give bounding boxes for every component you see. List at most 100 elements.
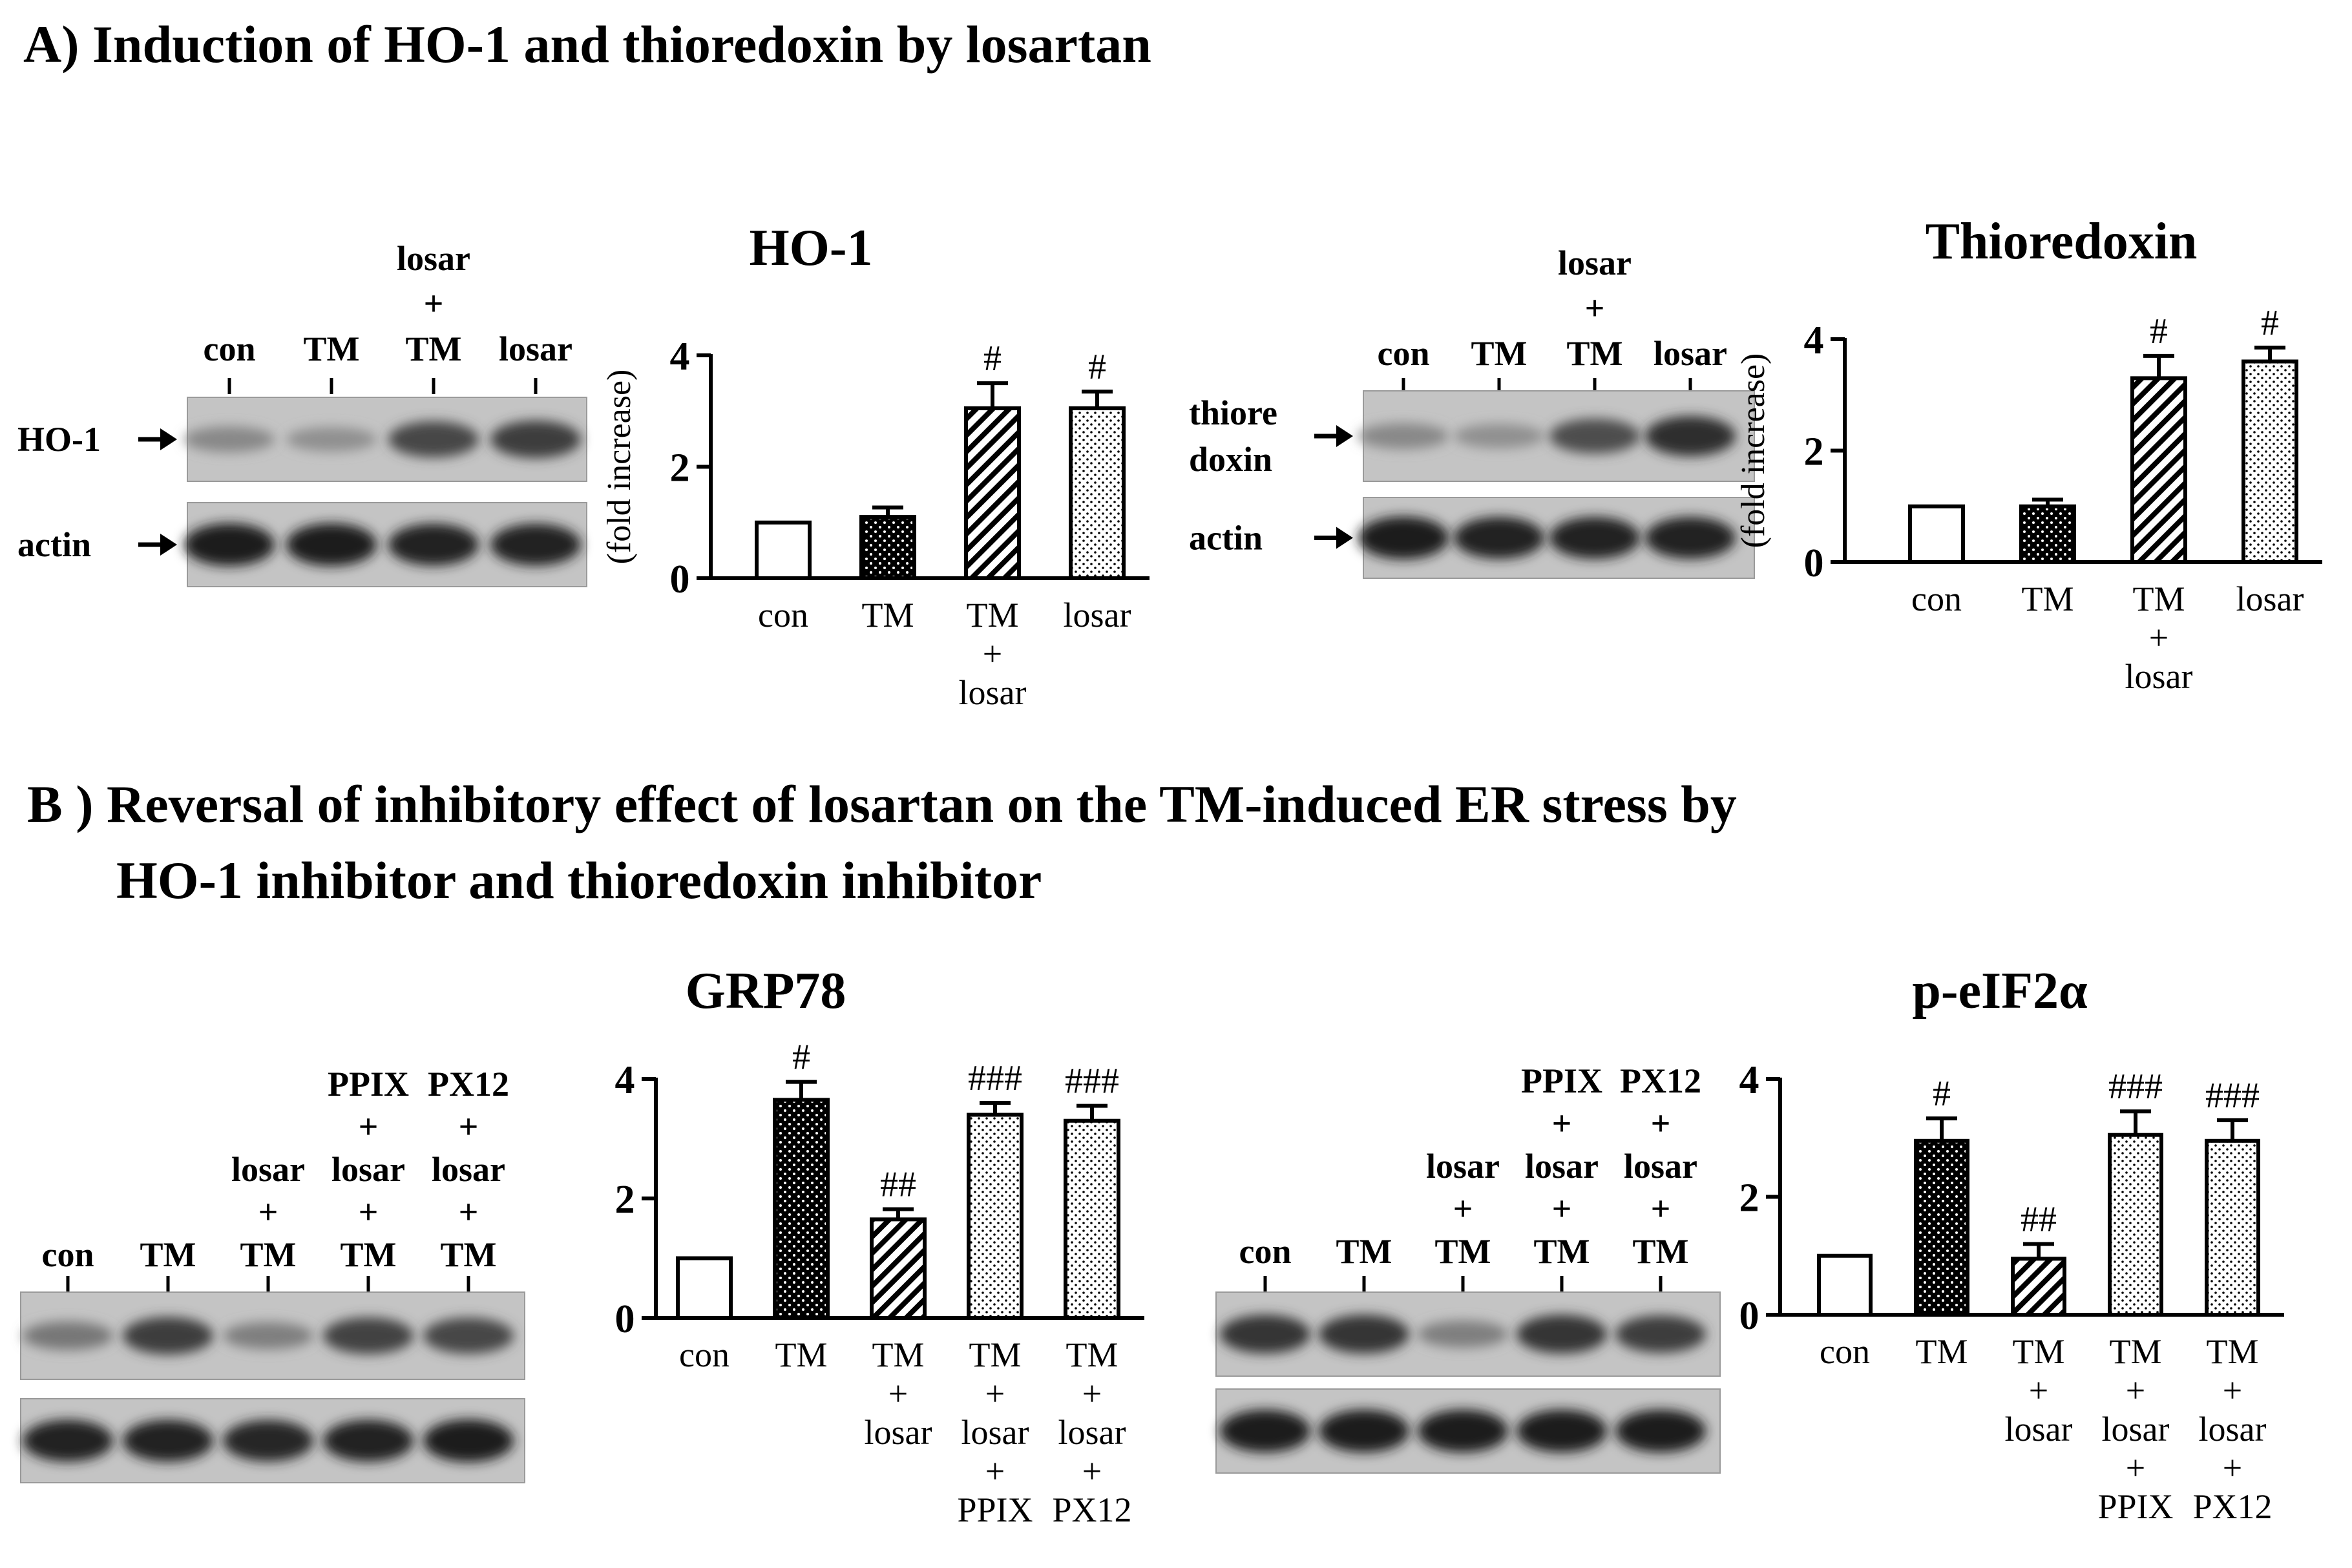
thioredoxin-band (1645, 517, 1736, 559)
grp78-x-tick-label: TM (969, 1335, 1022, 1374)
ho1-lane-label: + (424, 284, 444, 323)
grp78-band (23, 1419, 113, 1462)
thioredoxin-significance-mark: # (2150, 311, 2168, 351)
thioredoxin-lane-label: losar (1654, 334, 1727, 373)
peif2a-x-tick-label: TM (2013, 1332, 2065, 1371)
grp78-lane-label: losar (331, 1150, 405, 1189)
thioredoxin-bar (1908, 504, 1965, 564)
grp78-lane-label: PPIX (328, 1065, 409, 1103)
thioredoxin-x-tick-label: losar (2125, 657, 2193, 696)
peif2a-x-tick-label: PX12 (2192, 1487, 2272, 1526)
thioredoxin-band (1645, 416, 1736, 456)
grp78-lane-label: + (459, 1107, 479, 1146)
thioredoxin-band (1549, 419, 1640, 454)
ho1-western-blot: con TM losar + TM losar HO-1 actin (17, 239, 587, 587)
peif2a-lane-label: TM (1435, 1232, 1491, 1271)
ho1-chart-title: HO-1 (749, 220, 872, 277)
peif2a-lane-label: + (1453, 1189, 1473, 1228)
grp78-y-tick-label: 2 (615, 1178, 635, 1222)
grp78-significance-mark: # (792, 1038, 810, 1078)
grp78-lane-label: + (258, 1193, 278, 1231)
peif2a-band (1220, 1315, 1310, 1354)
peif2a-significance-mark: ### (2205, 1076, 2260, 1116)
thioredoxin-lane-label: losar (1558, 244, 1632, 282)
ho1-significance-mark: # (983, 339, 1002, 379)
peif2a-lane-label: + (1651, 1189, 1671, 1228)
ho1-x-tick-label: + (983, 634, 1002, 673)
grp78-band (423, 1419, 514, 1462)
ho1-lane-label: con (204, 329, 256, 368)
grp78-band (423, 1317, 514, 1354)
thioredoxin-x-tick-label: + (2149, 618, 2168, 657)
grp78-x-tick-label: losar (961, 1413, 1029, 1452)
thioredoxin-row-label: actin (1189, 519, 1263, 558)
peif2a-band (1319, 1315, 1409, 1354)
thioredoxin-x-tick-label: TM (2022, 580, 2074, 618)
grp78-x-tick-label: PPIX (957, 1490, 1033, 1529)
grp78-lane-label: + (359, 1193, 379, 1231)
grp78-lane-label: con (42, 1235, 94, 1274)
thioredoxin-y-tick-label: 2 (1804, 430, 1824, 474)
ho1-x-tick-label: TM (967, 596, 1019, 634)
peif2a-lane-label: losar (1525, 1147, 1599, 1186)
peif2a-lane-label: losar (1624, 1147, 1697, 1186)
peif2a-band (1220, 1410, 1310, 1452)
ho1-y-tick-label: 4 (670, 335, 690, 379)
grp78-lane-label: losar (231, 1150, 305, 1189)
grp78-significance-mark: ### (1065, 1061, 1119, 1102)
grp78-x-tick-label: + (985, 1374, 1005, 1413)
peif2a-bar (1817, 1253, 1873, 1317)
peif2a-significance-mark: ### (2108, 1067, 2163, 1107)
thioredoxin-x-tick-label: TM (2133, 580, 2185, 618)
peif2a-x-tick-label: + (2029, 1371, 2048, 1410)
ho1-y-axis-label: (fold increase) (601, 370, 638, 565)
grp78-x-tick-label: TM (775, 1335, 828, 1374)
peif2a-bar (2108, 1133, 2163, 1317)
thioredoxin-lane-label: TM (1567, 334, 1623, 373)
ho1-x-tick-label: TM (862, 596, 914, 634)
peif2a-significance-mark: # (1933, 1074, 1951, 1114)
peif2a-significance-mark: ## (2021, 1200, 2057, 1240)
ho1-row-label: actin (17, 525, 91, 564)
ho1-band (388, 421, 479, 457)
grp78-x-tick-label: PX12 (1052, 1490, 1131, 1529)
grp78-bar (870, 1217, 927, 1320)
grp78-band (123, 1317, 213, 1355)
grp78-band (323, 1419, 414, 1462)
grp78-band (323, 1317, 414, 1354)
grp78-x-tick-label: TM (872, 1335, 925, 1374)
grp78-lane-label: TM (441, 1235, 497, 1274)
grp78-bar (676, 1256, 733, 1320)
thioredoxin-bar (2130, 376, 2187, 564)
thioredoxin-x-tick-label: losar (2236, 580, 2304, 618)
peif2a-x-tick-label: + (2126, 1371, 2145, 1410)
peif2a-x-tick-label: losar (2199, 1410, 2267, 1448)
grp78-chart-title: GRP78 (686, 963, 846, 1019)
thioredoxin-chart-title: Thioredoxin (1926, 213, 2198, 270)
peif2a-bar (2205, 1138, 2260, 1317)
grp78-band (123, 1419, 213, 1462)
peif2a-lane-label: TM (1633, 1232, 1689, 1271)
peif2a-lane-label: TM (1534, 1232, 1590, 1271)
peif2a-lane-label: PX12 (1620, 1061, 1701, 1100)
arrowhead-icon (160, 534, 177, 556)
peif2a-lane-label: + (1552, 1189, 1572, 1228)
thioredoxin-row-label: thiore (1189, 393, 1277, 432)
peif2a-band (1319, 1410, 1409, 1452)
ho1-y-tick-label: 2 (670, 446, 690, 490)
ho1-band (184, 426, 275, 452)
arrowhead-icon (1336, 425, 1353, 447)
ho1-x-tick-label: con (758, 596, 808, 634)
peif2a-lane-label: losar (1426, 1147, 1500, 1186)
arrowhead-icon (1336, 527, 1353, 549)
ho1-band (490, 421, 581, 458)
ho1-x-tick-label: losar (959, 673, 1027, 712)
peif2a-chart-title: p-eIF2α (1912, 963, 2087, 1019)
ho1-lane-label: TM (304, 329, 360, 368)
ho1-band (388, 523, 479, 566)
ho1-band (286, 427, 377, 452)
ho1-bar (859, 515, 916, 580)
grp78-lane-label: + (459, 1193, 479, 1231)
grp78-significance-mark: ## (880, 1165, 916, 1205)
